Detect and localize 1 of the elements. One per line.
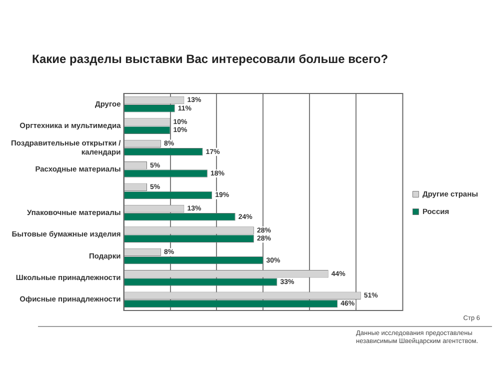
chart-title: Какие разделы выставки Вас интересовали больше всего? <box>31 52 390 66</box>
